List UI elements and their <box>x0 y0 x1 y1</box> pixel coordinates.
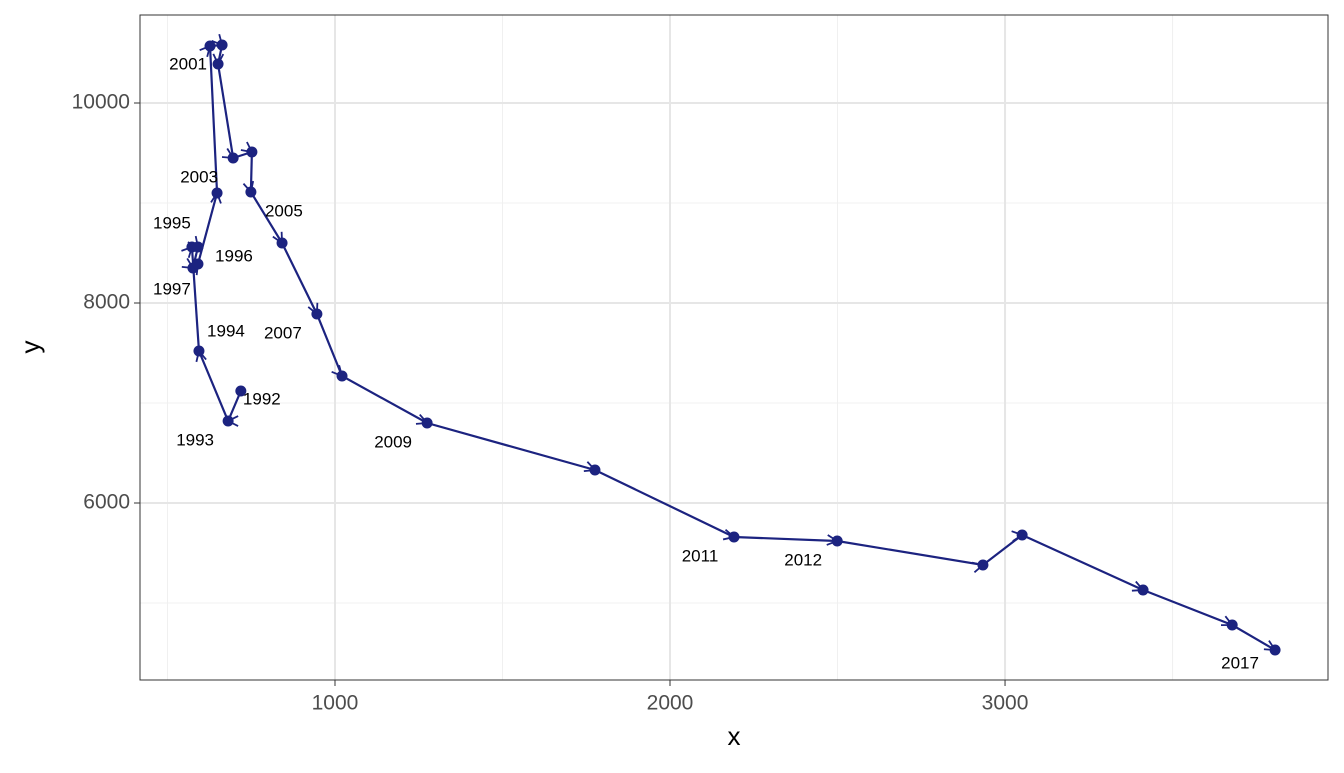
point <box>728 531 740 543</box>
point <box>204 40 216 52</box>
point-label: 2005 <box>265 201 303 220</box>
point-label: 1995 <box>153 213 191 232</box>
point-label: 2011 <box>682 546 719 565</box>
point <box>193 345 205 357</box>
point <box>831 535 843 547</box>
point-label: 2003 <box>180 167 218 186</box>
point <box>1016 529 1028 541</box>
point <box>192 241 204 253</box>
point <box>311 308 323 320</box>
y-tick-label: 8000 <box>83 291 130 314</box>
panel <box>140 15 1328 680</box>
y-tick-label: 10000 <box>72 91 130 114</box>
point <box>276 237 288 249</box>
point <box>211 187 223 199</box>
x-tick-label: 3000 <box>982 692 1029 715</box>
point-label: 2009 <box>374 432 412 451</box>
point <box>246 146 258 158</box>
panel-border <box>139 14 1329 681</box>
point <box>212 58 224 70</box>
point-label: 2001 <box>169 54 207 73</box>
point <box>1269 644 1281 656</box>
point <box>227 152 239 164</box>
point <box>1137 584 1149 596</box>
point <box>192 258 204 270</box>
point <box>222 415 234 427</box>
point-label: 2012 <box>784 550 822 569</box>
point-label: 1994 <box>207 321 245 340</box>
point <box>235 385 247 397</box>
x-axis-title: x <box>728 721 741 751</box>
point-label: 2017 <box>1221 653 1259 672</box>
point <box>421 417 433 429</box>
point-label: 1997 <box>153 279 191 298</box>
x-tick-label: 1000 <box>312 692 359 715</box>
point <box>589 464 601 476</box>
point-label: 2007 <box>264 323 302 342</box>
point <box>216 39 228 51</box>
point <box>977 559 989 571</box>
point <box>245 186 257 198</box>
y-axis-title: y <box>15 341 45 354</box>
point-label: 1993 <box>176 430 214 449</box>
point-label: 1996 <box>215 246 253 265</box>
y-tick-label: 6000 <box>83 491 130 514</box>
point-label: 1992 <box>243 389 281 408</box>
point <box>336 370 348 382</box>
point <box>1226 619 1238 631</box>
x-tick-label: 2000 <box>647 692 694 715</box>
